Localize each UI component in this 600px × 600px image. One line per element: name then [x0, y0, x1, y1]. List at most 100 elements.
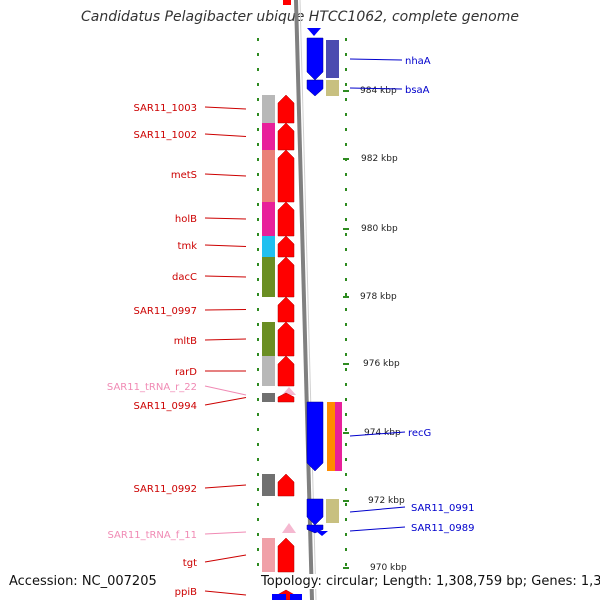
topology-text: Topology: circular; Length: 1,308,759 bp… — [261, 574, 600, 589]
left-tick — [257, 383, 259, 386]
leader-line — [204, 133, 247, 137]
cog-box — [262, 538, 275, 572]
right-tick — [345, 338, 347, 341]
left-tick — [257, 233, 259, 236]
left-tick — [257, 338, 259, 341]
cog-box — [262, 236, 275, 257]
reverse-arrow — [306, 79, 324, 97]
leader-line — [204, 244, 247, 247]
right-tick — [345, 548, 347, 551]
right-tick — [345, 383, 347, 386]
trna-mark — [282, 523, 296, 533]
left-tick — [257, 503, 259, 506]
scale-tick — [343, 158, 349, 160]
right-tick — [345, 53, 347, 56]
left-tick — [257, 428, 259, 431]
right-tick — [345, 563, 347, 566]
gene-label-holb: holB — [175, 214, 197, 225]
leader-line — [204, 217, 247, 220]
gene-label-tmk: tmk — [178, 241, 198, 252]
gene-label-recg: recG — [408, 428, 431, 439]
right-tick — [345, 113, 347, 116]
leader-line — [204, 309, 247, 311]
cog-box — [326, 40, 339, 78]
right-tick — [345, 428, 347, 431]
left-tick — [257, 218, 259, 221]
gene-label-sar11-trna-r-22: SAR11_tRNA_r_22 — [107, 382, 197, 393]
right-tick — [345, 308, 347, 311]
leader-line — [204, 173, 247, 177]
left-tick — [257, 68, 259, 71]
forward-arrow — [277, 122, 295, 151]
left-tick — [257, 113, 259, 116]
right-tick — [345, 458, 347, 461]
gene-label-sar11-trna-f-11: SAR11_tRNA_f_11 — [108, 530, 197, 541]
leader-line — [204, 106, 247, 110]
scale-label: 974 kbp — [364, 428, 401, 438]
cog-box — [262, 95, 275, 123]
gene-label-mltb: mltB — [174, 336, 197, 347]
right-tick — [345, 473, 347, 476]
right-tick — [345, 218, 347, 221]
gene-label-mets: metS — [171, 170, 197, 181]
cog-box — [262, 257, 275, 297]
scale-label: 970 kbp — [370, 563, 407, 573]
left-tick — [257, 83, 259, 86]
right-tick — [345, 98, 347, 101]
scale-label: 982 kbp — [361, 154, 398, 164]
left-tick — [257, 128, 259, 131]
left-tick — [257, 203, 259, 206]
forward-arrow — [283, 0, 291, 5]
leader-line — [204, 385, 247, 396]
leader-line — [204, 338, 247, 341]
reverse-arrow — [290, 594, 302, 600]
reverse-arrow — [307, 28, 321, 36]
leader-line — [349, 87, 403, 90]
right-tick — [345, 188, 347, 191]
scale-label: 972 kbp — [368, 496, 405, 506]
left-tick — [257, 518, 259, 521]
forward-arrow — [277, 355, 295, 387]
forward-arrow — [277, 149, 295, 203]
scale-tick — [343, 500, 349, 502]
left-tick — [257, 263, 259, 266]
right-tick — [345, 368, 347, 371]
gene-label-sar11-1003: SAR11_1003 — [134, 103, 198, 114]
left-tick — [257, 143, 259, 146]
forward-arrow — [277, 321, 295, 357]
right-tick — [345, 263, 347, 266]
scale-label: 978 kbp — [360, 292, 397, 302]
leader-line — [349, 431, 406, 437]
scale-tick — [343, 363, 349, 365]
gene-label-dacc: dacC — [172, 272, 197, 283]
right-tick — [345, 233, 347, 236]
forward-arrow — [277, 296, 295, 323]
cog-box — [262, 150, 275, 202]
right-tick — [345, 488, 347, 491]
left-tick — [257, 488, 259, 491]
reverse-arrow — [306, 498, 324, 526]
cog-box — [262, 202, 275, 236]
scale-tick — [343, 90, 349, 92]
leader-line — [204, 275, 247, 278]
right-tick — [345, 203, 347, 206]
right-tick — [345, 173, 347, 176]
left-tick — [257, 278, 259, 281]
forward-arrow — [277, 473, 295, 497]
left-tick — [257, 248, 259, 251]
left-tick — [257, 413, 259, 416]
left-tick — [257, 188, 259, 191]
left-tick — [257, 563, 259, 566]
right-tick — [345, 443, 347, 446]
gene-label-rard: rarD — [175, 367, 197, 378]
cog-box — [262, 123, 275, 150]
forward-arrow — [277, 201, 295, 237]
left-tick — [257, 548, 259, 551]
left-tick — [257, 398, 259, 401]
gene-label-sar11-0997: SAR11_0997 — [134, 306, 198, 317]
left-tick — [257, 173, 259, 176]
reverse-arrow — [306, 401, 324, 472]
gene-label-nhaa: nhaA — [405, 56, 431, 67]
leader-line — [204, 397, 247, 406]
left-tick — [257, 98, 259, 101]
